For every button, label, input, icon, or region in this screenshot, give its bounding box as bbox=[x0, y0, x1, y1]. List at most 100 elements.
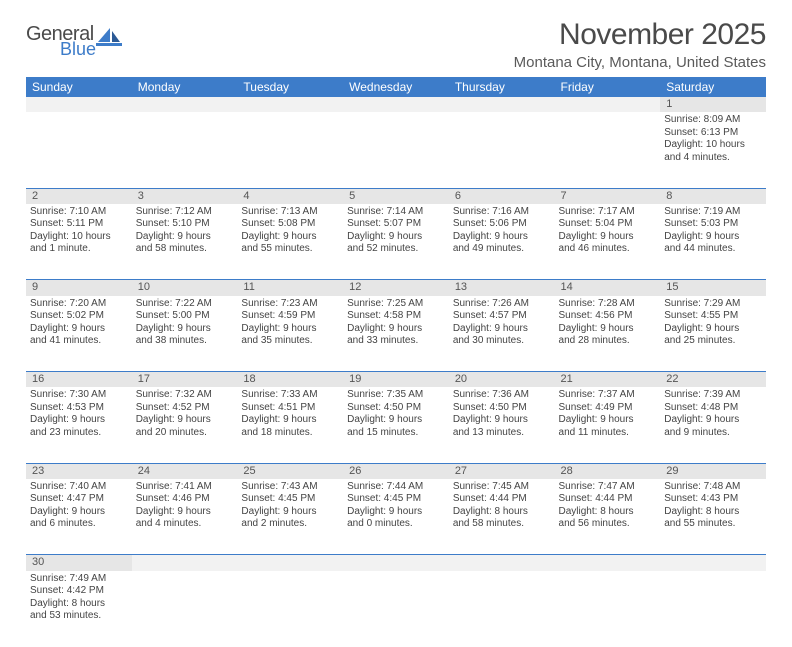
day2-text: and 4 minutes. bbox=[136, 518, 234, 531]
sunrise-text: Sunrise: 7:47 AM bbox=[559, 481, 657, 494]
day-number: 2 bbox=[26, 188, 132, 204]
day-number: 4 bbox=[237, 188, 343, 204]
day2-text: and 30 minutes. bbox=[453, 335, 551, 348]
day-cell: Sunrise: 7:28 AMSunset: 4:56 PMDaylight:… bbox=[555, 296, 661, 372]
day-number bbox=[660, 555, 766, 571]
day-cell: Sunrise: 7:39 AMSunset: 4:48 PMDaylight:… bbox=[660, 387, 766, 463]
day2-text: and 33 minutes. bbox=[347, 335, 445, 348]
day2-text: and 11 minutes. bbox=[559, 427, 657, 440]
day-content-row: Sunrise: 7:49 AMSunset: 4:42 PMDaylight:… bbox=[26, 571, 766, 647]
day-number: 12 bbox=[343, 280, 449, 296]
title-block: November 2025 Montana City, Montana, Uni… bbox=[514, 18, 766, 71]
day-number bbox=[343, 555, 449, 571]
day-cell: Sunrise: 7:14 AMSunset: 5:07 PMDaylight:… bbox=[343, 204, 449, 280]
day2-text: and 58 minutes. bbox=[136, 243, 234, 256]
day-number: 9 bbox=[26, 280, 132, 296]
sunrise-text: Sunrise: 7:39 AM bbox=[664, 389, 762, 402]
sunset-text: Sunset: 4:50 PM bbox=[453, 402, 551, 415]
sunset-text: Sunset: 4:50 PM bbox=[347, 402, 445, 415]
day1-text: Daylight: 9 hours bbox=[30, 414, 128, 427]
sunset-text: Sunset: 5:04 PM bbox=[559, 218, 657, 231]
sunrise-text: Sunrise: 7:49 AM bbox=[30, 573, 128, 586]
logo: General Blue bbox=[26, 18, 122, 58]
day2-text: and 55 minutes. bbox=[241, 243, 339, 256]
sunset-text: Sunset: 4:57 PM bbox=[453, 310, 551, 323]
day-content-row: Sunrise: 7:40 AMSunset: 4:47 PMDaylight:… bbox=[26, 479, 766, 555]
day-cell: Sunrise: 7:23 AMSunset: 4:59 PMDaylight:… bbox=[237, 296, 343, 372]
day-number: 23 bbox=[26, 463, 132, 479]
day-cell: Sunrise: 7:32 AMSunset: 4:52 PMDaylight:… bbox=[132, 387, 238, 463]
day1-text: Daylight: 9 hours bbox=[30, 323, 128, 336]
day1-text: Daylight: 8 hours bbox=[453, 506, 551, 519]
day1-text: Daylight: 9 hours bbox=[347, 414, 445, 427]
day-cell bbox=[343, 112, 449, 188]
day-content-row: Sunrise: 7:30 AMSunset: 4:53 PMDaylight:… bbox=[26, 387, 766, 463]
day-header-tuesday: Tuesday bbox=[237, 77, 343, 97]
sunrise-text: Sunrise: 7:43 AM bbox=[241, 481, 339, 494]
sunset-text: Sunset: 5:03 PM bbox=[664, 218, 762, 231]
sunrise-text: Sunrise: 7:22 AM bbox=[136, 298, 234, 311]
day2-text: and 15 minutes. bbox=[347, 427, 445, 440]
day-number-row: 1 bbox=[26, 97, 766, 112]
sunset-text: Sunset: 5:11 PM bbox=[30, 218, 128, 231]
day1-text: Daylight: 9 hours bbox=[453, 414, 551, 427]
sunset-text: Sunset: 4:56 PM bbox=[559, 310, 657, 323]
day-number: 11 bbox=[237, 280, 343, 296]
sunrise-text: Sunrise: 7:40 AM bbox=[30, 481, 128, 494]
sunrise-text: Sunrise: 7:37 AM bbox=[559, 389, 657, 402]
day-number bbox=[449, 555, 555, 571]
day2-text: and 56 minutes. bbox=[559, 518, 657, 531]
sunrise-text: Sunrise: 7:10 AM bbox=[30, 206, 128, 219]
day-number: 25 bbox=[237, 463, 343, 479]
sunset-text: Sunset: 4:44 PM bbox=[559, 493, 657, 506]
day-cell bbox=[555, 571, 661, 647]
sunset-text: Sunset: 4:55 PM bbox=[664, 310, 762, 323]
day2-text: and 1 minute. bbox=[30, 243, 128, 256]
sunset-text: Sunset: 5:06 PM bbox=[453, 218, 551, 231]
day2-text: and 38 minutes. bbox=[136, 335, 234, 348]
day-number-row: 30 bbox=[26, 555, 766, 571]
day2-text: and 23 minutes. bbox=[30, 427, 128, 440]
day-number bbox=[555, 97, 661, 112]
calendar-table: SundayMondayTuesdayWednesdayThursdayFrid… bbox=[26, 77, 766, 647]
day1-text: Daylight: 9 hours bbox=[347, 506, 445, 519]
day-cell: Sunrise: 7:35 AMSunset: 4:50 PMDaylight:… bbox=[343, 387, 449, 463]
sunrise-text: Sunrise: 7:19 AM bbox=[664, 206, 762, 219]
day2-text: and 25 minutes. bbox=[664, 335, 762, 348]
header: General Blue November 2025 Montana City,… bbox=[26, 18, 766, 71]
day-cell: Sunrise: 7:26 AMSunset: 4:57 PMDaylight:… bbox=[449, 296, 555, 372]
day-cell: Sunrise: 7:36 AMSunset: 4:50 PMDaylight:… bbox=[449, 387, 555, 463]
day-number bbox=[343, 97, 449, 112]
day2-text: and 6 minutes. bbox=[30, 518, 128, 531]
sunset-text: Sunset: 5:08 PM bbox=[241, 218, 339, 231]
day1-text: Daylight: 10 hours bbox=[664, 139, 762, 152]
day1-text: Daylight: 9 hours bbox=[136, 506, 234, 519]
day-number: 1 bbox=[660, 97, 766, 112]
day-number: 21 bbox=[555, 372, 661, 388]
sunset-text: Sunset: 4:58 PM bbox=[347, 310, 445, 323]
logo-text-blue: Blue bbox=[60, 40, 96, 58]
day-number: 18 bbox=[237, 372, 343, 388]
day2-text: and 58 minutes. bbox=[453, 518, 551, 531]
day1-text: Daylight: 9 hours bbox=[136, 323, 234, 336]
day-number: 27 bbox=[449, 463, 555, 479]
month-title: November 2025 bbox=[514, 18, 766, 52]
day-number bbox=[237, 97, 343, 112]
day-cell: Sunrise: 7:29 AMSunset: 4:55 PMDaylight:… bbox=[660, 296, 766, 372]
sunrise-text: Sunrise: 7:25 AM bbox=[347, 298, 445, 311]
day-header-sunday: Sunday bbox=[26, 77, 132, 97]
sunrise-text: Sunrise: 7:30 AM bbox=[30, 389, 128, 402]
day2-text: and 4 minutes. bbox=[664, 152, 762, 165]
sunrise-text: Sunrise: 7:36 AM bbox=[453, 389, 551, 402]
day1-text: Daylight: 9 hours bbox=[664, 231, 762, 244]
day1-text: Daylight: 9 hours bbox=[30, 506, 128, 519]
sunrise-text: Sunrise: 7:28 AM bbox=[559, 298, 657, 311]
sunrise-text: Sunrise: 7:44 AM bbox=[347, 481, 445, 494]
day2-text: and 52 minutes. bbox=[347, 243, 445, 256]
day-cell: Sunrise: 7:41 AMSunset: 4:46 PMDaylight:… bbox=[132, 479, 238, 555]
day-cell: Sunrise: 7:30 AMSunset: 4:53 PMDaylight:… bbox=[26, 387, 132, 463]
day1-text: Daylight: 9 hours bbox=[241, 414, 339, 427]
day1-text: Daylight: 9 hours bbox=[664, 323, 762, 336]
day-number: 28 bbox=[555, 463, 661, 479]
day2-text: and 2 minutes. bbox=[241, 518, 339, 531]
